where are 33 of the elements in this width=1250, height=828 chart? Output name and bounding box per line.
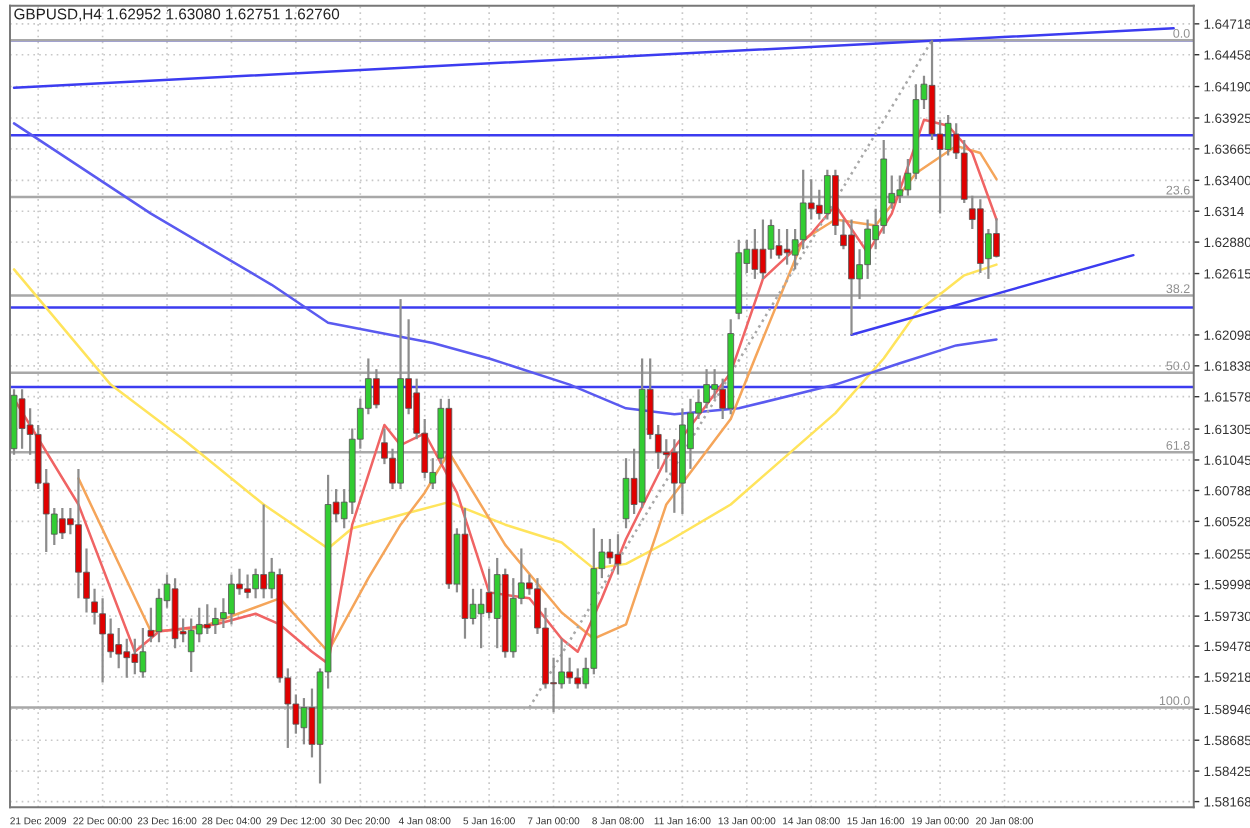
- candlestick: [485, 567, 493, 620]
- candlestick: [622, 457, 630, 530]
- candlestick: [131, 637, 139, 676]
- candlestick: [244, 573, 251, 600]
- candlestick: [260, 503, 267, 600]
- candlestick: [203, 603, 211, 636]
- candlestick: [373, 368, 380, 410]
- candlestick: [18, 388, 26, 450]
- candlestick: [139, 626, 147, 679]
- line-series: [12, 122, 998, 416]
- candlestick: [212, 606, 219, 636]
- candlestick: [493, 556, 501, 650]
- line-series: [12, 263, 998, 570]
- candlestick: [848, 218, 855, 336]
- candlestick: [195, 606, 203, 644]
- candlestick: [751, 227, 759, 281]
- candlestick: [300, 696, 308, 746]
- candlestick: [252, 567, 259, 600]
- candlestick: [614, 533, 622, 576]
- candlestick: [824, 168, 831, 221]
- candlestick: [799, 168, 807, 251]
- candlestick: [775, 227, 783, 260]
- candlestick: [896, 174, 904, 205]
- candlestick: [566, 656, 573, 685]
- candlestick: [606, 537, 614, 565]
- candlestick: [993, 217, 1000, 259]
- candlestick: [783, 227, 791, 266]
- candlestick: [944, 113, 952, 157]
- candlestick: [59, 506, 66, 541]
- candlestick: [759, 218, 767, 281]
- candlestick: [228, 573, 235, 626]
- candlestick: [115, 626, 123, 670]
- candlestick: [99, 597, 106, 684]
